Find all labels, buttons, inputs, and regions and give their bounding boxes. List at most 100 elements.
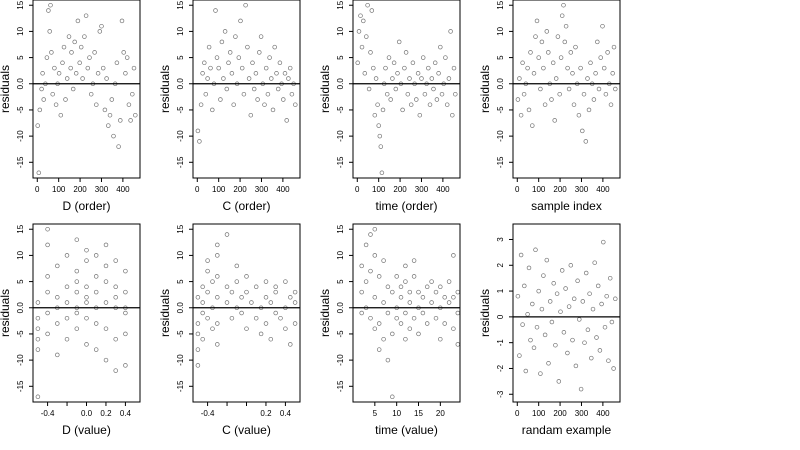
data-point [292, 321, 298, 326]
plot-frame [192, 223, 301, 403]
plot-frame [512, 223, 621, 403]
data-point [533, 34, 538, 39]
data-point [570, 71, 575, 76]
data-point [206, 44, 212, 50]
data-point [253, 284, 259, 290]
data-point [446, 300, 452, 305]
data-point [376, 123, 381, 128]
data-point [438, 284, 443, 290]
data-point [74, 279, 80, 284]
data-point [398, 284, 404, 290]
data-point [205, 268, 210, 274]
plot-frame [32, 223, 141, 403]
data-point [94, 102, 99, 107]
data-point [224, 86, 230, 92]
data-point [113, 284, 118, 290]
data-point [244, 326, 249, 331]
data-point [131, 65, 137, 71]
data-point [558, 55, 564, 60]
data-point [283, 305, 288, 311]
y-tick-label: 0.0 [176, 78, 185, 90]
data-point [234, 279, 240, 284]
data-point [568, 263, 574, 268]
x-tick-label: 0 [195, 185, 200, 194]
data-point [111, 133, 116, 139]
y-tick-label: -5 [176, 330, 185, 338]
y-tick-label: -15 [176, 156, 185, 168]
data-point [263, 295, 269, 300]
data-point [544, 257, 550, 263]
data-point [396, 39, 402, 45]
data-point [292, 289, 298, 295]
data-point [282, 71, 288, 76]
data-point [578, 386, 584, 392]
y-axis-label: residuals [318, 65, 332, 113]
data-point [284, 118, 289, 123]
data-point [595, 283, 601, 289]
data-point [35, 300, 41, 305]
data-point [239, 295, 244, 300]
x-tick-label: 200 [393, 185, 407, 194]
plot-frame [512, 0, 621, 179]
data-point [605, 50, 610, 55]
x-tick-label: 0 [355, 185, 360, 194]
data-point [517, 353, 522, 358]
y-tick-label: -5 [336, 106, 345, 114]
data-point [130, 91, 135, 97]
data-point [575, 278, 580, 284]
data-point [448, 29, 453, 34]
data-point [405, 91, 411, 97]
data-point [221, 76, 226, 81]
data-point [530, 301, 535, 307]
data-point [596, 86, 602, 92]
y-axis-label: residuals [0, 65, 12, 113]
data-point [541, 65, 546, 71]
data-point [114, 60, 120, 66]
data-point [394, 305, 399, 311]
data-point [451, 65, 457, 71]
data-point [608, 102, 614, 107]
data-point [385, 310, 391, 316]
data-point [517, 76, 522, 81]
data-point [538, 86, 543, 92]
x-tick-label: 100 [212, 185, 226, 194]
x-tick-label: 200 [553, 409, 567, 418]
data-point [541, 273, 546, 278]
y-tick-label: 10 [176, 26, 185, 35]
data-point [358, 13, 363, 18]
data-point [205, 258, 210, 263]
data-point [103, 279, 109, 284]
x-tick-label: 0 [35, 185, 40, 194]
y-tick-label: 2 [496, 263, 505, 268]
data-point [380, 107, 386, 113]
data-point [55, 81, 60, 87]
data-point [368, 50, 373, 55]
y-tick-label: 0.0 [336, 302, 345, 314]
y-axis-label: residuals [0, 289, 12, 337]
data-point [403, 50, 409, 55]
data-point [113, 368, 118, 373]
y-tick-label: -10 [176, 354, 185, 366]
data-point [275, 86, 281, 92]
data-point [523, 368, 529, 374]
data-point [224, 300, 230, 305]
data-point [407, 76, 412, 81]
data-point [103, 326, 109, 331]
data-point [262, 102, 267, 107]
data-point [234, 81, 240, 87]
data-point [218, 97, 223, 102]
data-point [245, 44, 250, 50]
data-point [403, 279, 408, 284]
data-point [288, 342, 293, 347]
data-point [258, 34, 264, 39]
data-point [395, 71, 400, 76]
data-point [455, 310, 461, 316]
data-point [210, 305, 215, 311]
data-point [450, 112, 455, 118]
data-point [241, 91, 247, 97]
data-point [233, 34, 238, 39]
data-point [293, 102, 298, 107]
data-point [84, 300, 89, 305]
data-point [586, 107, 592, 113]
data-point [116, 144, 121, 149]
